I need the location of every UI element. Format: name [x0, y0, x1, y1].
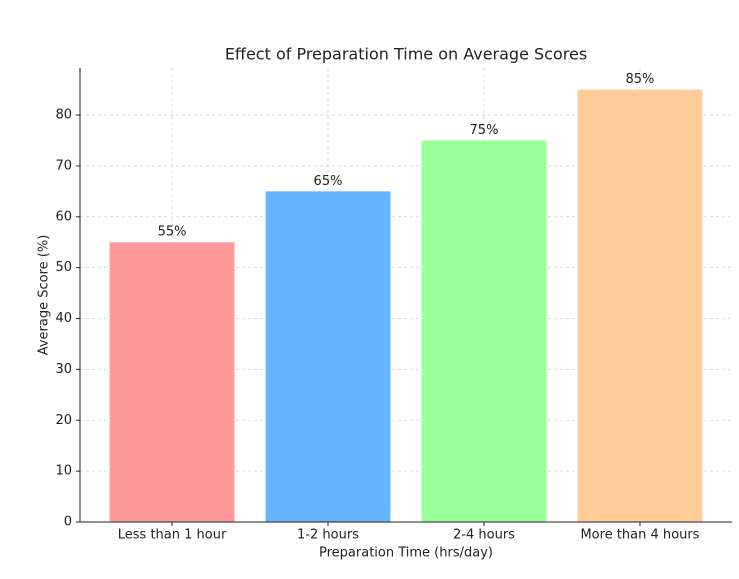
y-axis-label: Average Score (%)	[37, 235, 52, 356]
y-tick-label: 30	[55, 362, 72, 377]
value-label: 85%	[626, 72, 655, 87]
bar	[421, 140, 547, 522]
value-label: 75%	[470, 123, 499, 138]
chart-title: Effect of Preparation Time on Average Sc…	[225, 45, 587, 64]
y-tick-label: 50	[55, 260, 72, 275]
y-tick-label: 10	[55, 464, 72, 479]
x-tick-label: Less than 1 hour	[118, 528, 227, 543]
value-label: 55%	[158, 225, 187, 240]
y-tick-label: 0	[64, 515, 72, 530]
y-tick-label: 70	[55, 158, 72, 173]
value-label: 65%	[314, 174, 343, 189]
x-axis-label: Preparation Time (hrs/day)	[319, 546, 493, 561]
x-tick-label: More than 4 hours	[580, 528, 699, 543]
bar	[265, 191, 391, 522]
y-tick-label: 40	[55, 311, 72, 326]
x-tick-label: 2-4 hours	[453, 528, 515, 543]
x-tick-label: 1-2 hours	[297, 528, 359, 543]
y-tick-label: 80	[55, 108, 72, 123]
y-tick-label: 20	[55, 413, 72, 428]
bar	[109, 242, 235, 522]
y-tick-label: 60	[55, 209, 72, 224]
bar	[577, 89, 703, 522]
